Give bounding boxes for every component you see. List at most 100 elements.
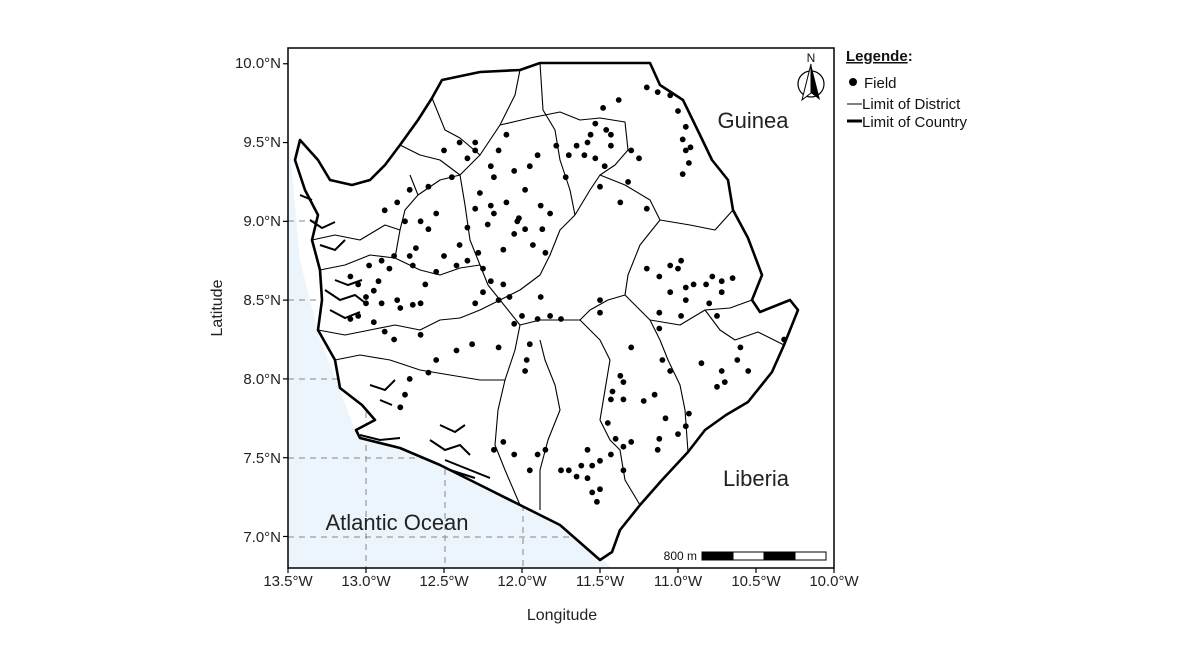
field-point (394, 297, 401, 303)
field-point (675, 431, 681, 437)
field-point (601, 163, 608, 170)
place-label-ocean: Atlantic Ocean (325, 510, 468, 535)
field-point (687, 144, 694, 151)
field-point (620, 467, 627, 474)
field-point (370, 287, 377, 294)
field-point (433, 268, 440, 275)
field-point (714, 313, 720, 319)
field-point (519, 313, 525, 319)
field-point (347, 316, 354, 322)
country-border-sierra-leone (293, 61, 800, 562)
field-point (615, 97, 622, 103)
field-point (530, 242, 536, 248)
field-point (402, 218, 408, 225)
field-point (472, 300, 479, 307)
field-point (381, 328, 388, 335)
field-point (690, 281, 697, 288)
field-point (464, 224, 471, 231)
field-point (573, 473, 580, 480)
field-point (397, 404, 404, 411)
field-point (537, 202, 544, 209)
field-point (718, 278, 725, 285)
field-point (511, 168, 518, 174)
field-point (547, 210, 553, 217)
field-point (417, 300, 424, 307)
field-point (617, 199, 624, 206)
field-point (608, 131, 614, 138)
x-tick-label: 13.5°W (263, 573, 313, 590)
field-point (589, 489, 596, 496)
field-point (477, 190, 483, 196)
field-point (456, 242, 463, 248)
field-point (495, 344, 502, 351)
field-point (355, 281, 362, 288)
field-point (709, 273, 716, 280)
field-point (433, 210, 440, 217)
field-point (347, 273, 354, 280)
field-point (675, 265, 681, 272)
field-point (475, 249, 482, 256)
field-point (464, 155, 471, 162)
field-point (597, 457, 603, 464)
field-point (409, 262, 416, 269)
field-point (597, 486, 603, 493)
y-tick-label: 7.0°N (243, 529, 281, 546)
x-tick-label: 11.5°W (576, 573, 625, 590)
field-point (608, 142, 614, 149)
field-point (402, 391, 408, 398)
field-point (675, 108, 681, 114)
x-tick-label: 10.0°W (809, 573, 859, 590)
field-point (659, 357, 666, 363)
field-point (654, 89, 661, 95)
field-point (603, 126, 610, 133)
field-point (620, 443, 627, 450)
field-point (781, 336, 787, 343)
field-point (511, 320, 518, 327)
x-tick-label: 12.0°W (497, 573, 547, 590)
field-point (511, 451, 518, 458)
field-point (682, 297, 689, 303)
field-point (503, 199, 510, 206)
field-point (597, 309, 603, 316)
field-point (378, 300, 385, 307)
field-point (469, 341, 475, 348)
field-point (745, 368, 752, 374)
field-point (636, 155, 642, 162)
field-point (721, 379, 728, 385)
field-point (718, 289, 725, 296)
field-point (703, 281, 709, 288)
field-point (522, 226, 528, 233)
field-point (413, 245, 419, 252)
field-point (506, 294, 513, 300)
field-point (625, 179, 631, 185)
field-point (472, 139, 479, 146)
legend-country-label: Limit of Country (862, 114, 968, 131)
field-point (612, 435, 619, 442)
field-point (484, 221, 491, 228)
field-point (734, 357, 741, 363)
field-point (651, 391, 658, 398)
field-point (495, 297, 502, 303)
field-point (366, 262, 372, 269)
field-point (491, 174, 497, 181)
field-point (425, 183, 432, 190)
field-point (422, 281, 429, 288)
x-tick-label: 13.0°W (341, 573, 391, 590)
field-point (643, 265, 650, 272)
field-point (487, 163, 494, 170)
field-point (397, 305, 404, 311)
field-point (584, 475, 591, 482)
field-point (378, 257, 385, 264)
field-point (491, 446, 497, 453)
coast-details (299, 194, 491, 479)
field-point (409, 301, 416, 308)
field-point (491, 210, 497, 217)
svg-text:800 m: 800 m (664, 549, 697, 563)
field-point (558, 316, 564, 322)
field-point (628, 439, 635, 445)
field-point (355, 313, 362, 319)
field-point (594, 498, 600, 505)
field-point (433, 357, 440, 363)
field-point (534, 316, 541, 322)
